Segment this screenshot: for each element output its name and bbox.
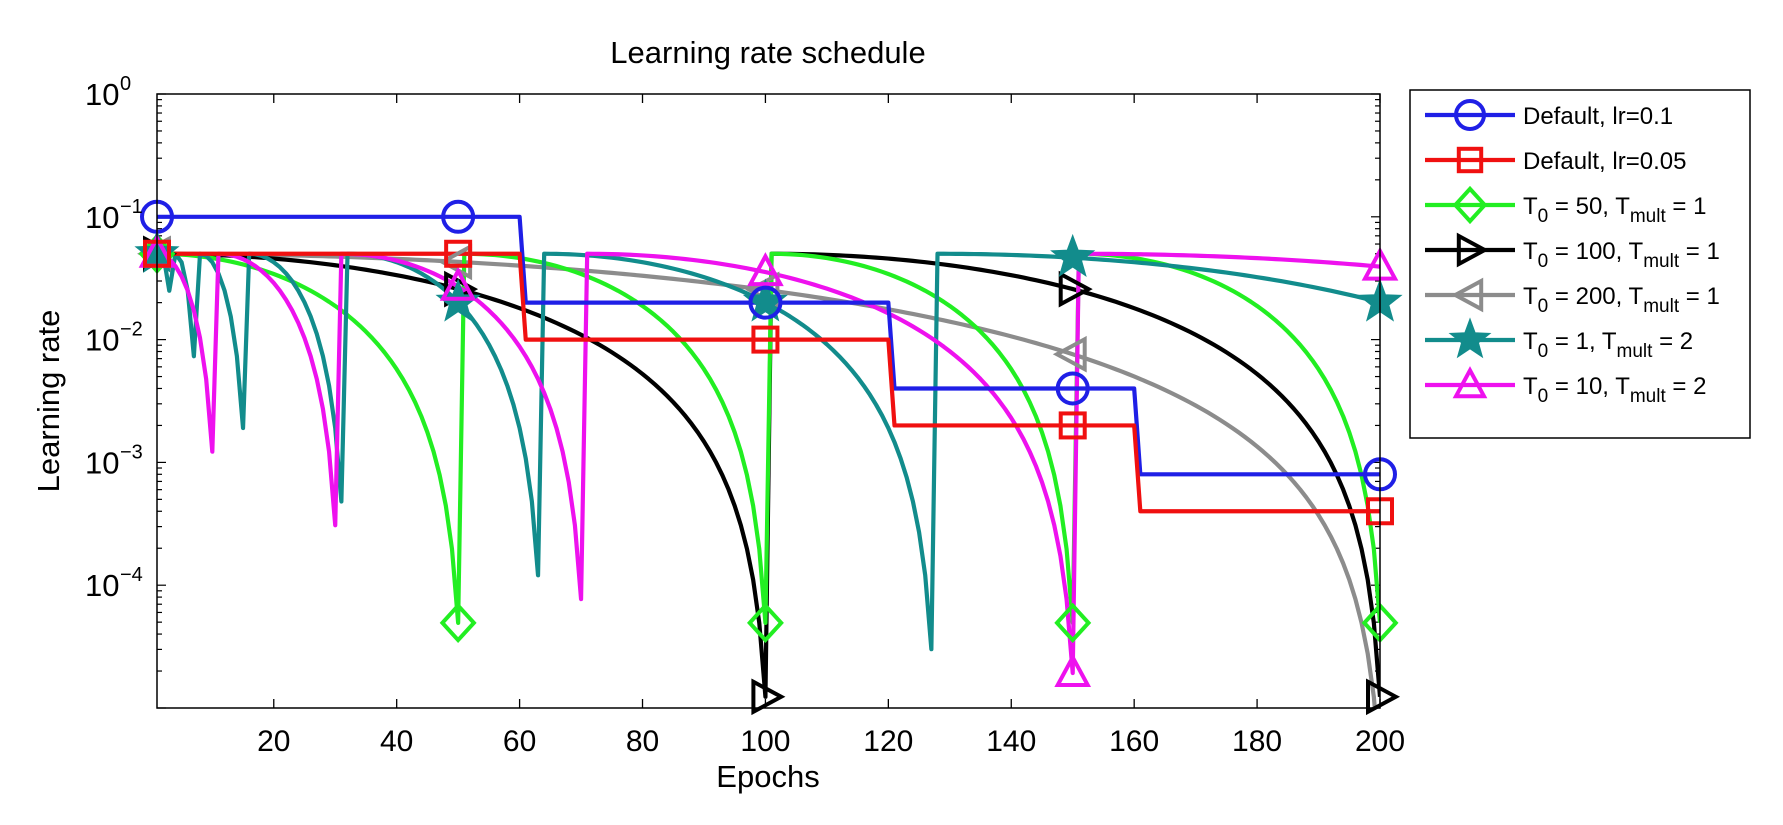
svg-text:10: 10 xyxy=(85,568,119,603)
svg-text:10: 10 xyxy=(85,445,119,480)
svg-text:0: 0 xyxy=(120,73,131,95)
data-point-marker xyxy=(1451,277,1484,313)
legend-label: T0 = 100, Tmult = 1 xyxy=(1523,238,1720,272)
x-tick-label: 20 xyxy=(257,725,290,758)
data-point-marker xyxy=(747,252,784,287)
data-point-marker xyxy=(1452,366,1488,399)
legend-label: Default, lr=0.05 xyxy=(1523,148,1686,175)
data-point-marker xyxy=(746,602,784,644)
data-point-marker xyxy=(441,199,476,234)
svg-text:−2: −2 xyxy=(120,319,143,341)
svg-text:10: 10 xyxy=(85,200,119,235)
legend-item: T0 = 1, Tmult = 2 xyxy=(1425,317,1693,362)
x-tick-label: 60 xyxy=(503,725,536,758)
legend-label: Default, lr=0.1 xyxy=(1523,103,1673,130)
legend-item: T0 = 100, Tmult = 1 xyxy=(1425,232,1720,272)
y-axis-label: Learning rate xyxy=(31,310,66,493)
x-axis-label: Epochs xyxy=(716,759,819,794)
legend-item: T0 = 200, Tmult = 1 xyxy=(1425,277,1720,317)
y-tick-label: 10 −4 xyxy=(85,564,143,603)
y-tick-label: 10 0 xyxy=(85,73,131,112)
x-tick-label: 40 xyxy=(380,725,413,758)
data-point-marker xyxy=(1050,233,1096,277)
x-tick-label: 140 xyxy=(986,725,1036,758)
series-line xyxy=(157,251,1380,514)
data-point-marker xyxy=(1055,371,1090,406)
chart-title: Learning rate schedule xyxy=(610,35,925,70)
data-point-marker xyxy=(1054,602,1092,644)
legend-item: T0 = 50, Tmult = 1 xyxy=(1425,185,1706,227)
data-point-marker xyxy=(1448,317,1492,359)
series-line xyxy=(157,214,1380,477)
y-tick-label: 10 −3 xyxy=(85,441,143,480)
plot-area-frame xyxy=(156,93,1381,709)
x-tick-labels: 20 40 60 80 100 120 140 160 180 200 xyxy=(257,725,1405,758)
data-point-marker xyxy=(748,285,783,320)
legend: Default, lr=0.1 Default, lr=0.05 T0 = 50, … xyxy=(1409,89,1751,439)
data-point-marker xyxy=(1054,653,1092,687)
svg-text:10: 10 xyxy=(85,77,119,112)
data-point-marker xyxy=(439,266,477,301)
data-point-marker xyxy=(1456,232,1489,268)
legend-label: T0 = 10, Tmult = 2 xyxy=(1523,373,1706,407)
data-point-marker xyxy=(1456,146,1484,174)
data-point-marker xyxy=(1366,678,1401,716)
legend-label: T0 = 200, Tmult = 1 xyxy=(1523,283,1720,317)
x-tick-label: 180 xyxy=(1232,725,1282,758)
data-point-marker xyxy=(1058,411,1087,440)
x-tick-label: 120 xyxy=(863,725,913,758)
data-point-marker xyxy=(751,325,780,354)
svg-text:−3: −3 xyxy=(120,441,143,463)
x-tick-label: 200 xyxy=(1355,725,1405,758)
legend-item: Default, lr=0.05 xyxy=(1425,146,1686,175)
svg-text:−1: −1 xyxy=(120,196,143,218)
x-tick-label: 160 xyxy=(1109,725,1159,758)
x-tick-label: 100 xyxy=(740,725,790,758)
data-point-marker xyxy=(439,602,477,644)
legend-label: T0 = 50, Tmult = 1 xyxy=(1523,193,1706,227)
data-point-marker xyxy=(1452,185,1488,225)
data-point-marker xyxy=(1052,335,1087,373)
legend-item: T0 = 10, Tmult = 2 xyxy=(1425,366,1706,407)
data-point-marker xyxy=(1058,270,1093,308)
data-point-marker xyxy=(751,678,786,716)
axes-ticks xyxy=(157,93,1381,709)
legend-item: Default, lr=0.1 xyxy=(1425,99,1673,131)
svg-text:−4: −4 xyxy=(120,564,143,586)
y-tick-label: 10 −1 xyxy=(85,196,143,235)
y-tick-label: 10 −2 xyxy=(85,319,143,358)
legend-label: T0 = 1, Tmult = 2 xyxy=(1523,328,1693,362)
data-point-marker xyxy=(444,239,473,268)
x-tick-label: 80 xyxy=(626,725,659,758)
svg-text:10: 10 xyxy=(85,323,119,358)
data-point-marker xyxy=(1454,99,1486,131)
